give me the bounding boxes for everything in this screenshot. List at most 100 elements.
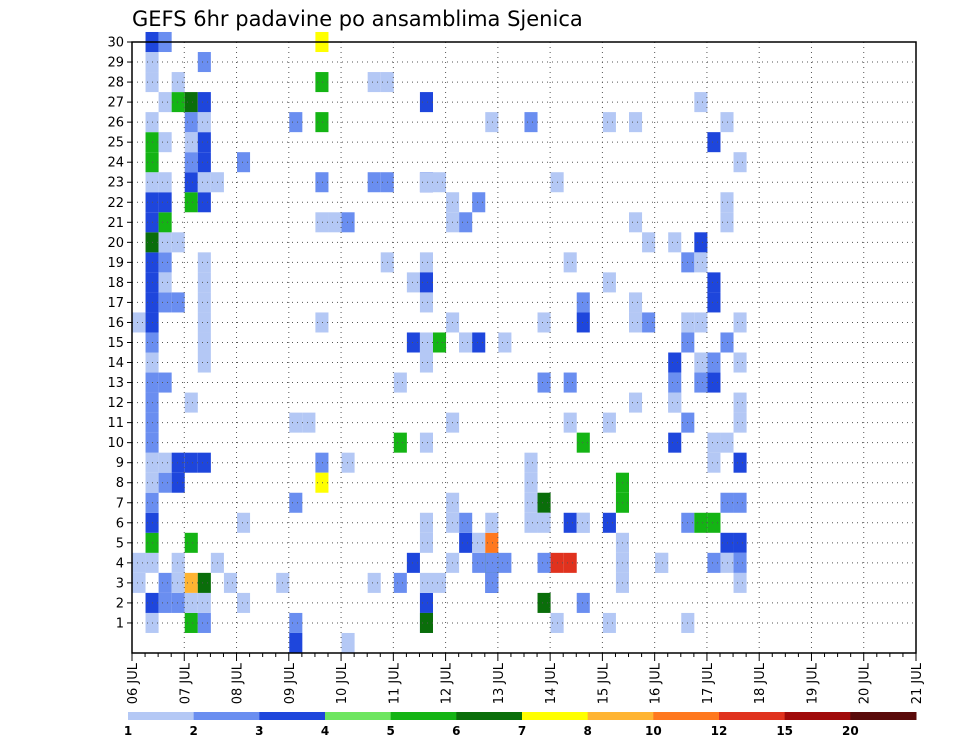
heatmap-cell <box>158 452 172 473</box>
heatmap-cell <box>184 612 198 633</box>
heatmap-cell <box>341 632 355 653</box>
x-tick-label: 12 JUL <box>440 662 455 704</box>
heatmap-cell <box>171 552 185 573</box>
heatmap-cell <box>668 392 682 413</box>
y-tick-label: 5 <box>116 536 124 551</box>
heatmap-cell <box>184 152 198 173</box>
heatmap-cell <box>537 512 551 533</box>
heatmap-cell <box>132 312 146 333</box>
heatmap-cell <box>197 352 211 373</box>
heatmap-cell <box>171 452 185 473</box>
y-tick-label: 6 <box>116 516 124 531</box>
heatmap-cell <box>184 392 198 413</box>
heatmap-cell <box>367 172 381 193</box>
y-tick-label: 16 <box>107 316 124 331</box>
heatmap-cell <box>498 552 512 573</box>
x-tick-label: 18 JUL <box>753 662 768 704</box>
heatmap-cell <box>472 332 486 353</box>
heatmap-cell <box>132 572 146 593</box>
heatmap-cell <box>184 172 198 193</box>
legend-swatch <box>653 712 720 720</box>
heatmap-cell <box>707 272 721 293</box>
heatmap-cell <box>694 232 708 253</box>
heatmap-cell <box>576 592 590 613</box>
heatmap-cell <box>393 572 407 593</box>
chart-title: GEFS 6hr padavine po ansamblima Sjenica <box>132 7 583 31</box>
heatmap-cell <box>694 312 708 333</box>
legend-swatch <box>850 712 917 720</box>
x-tick-label: 06 JUL <box>126 662 141 704</box>
x-tick-label: 15 JUL <box>596 662 611 704</box>
y-tick-label: 11 <box>107 416 124 431</box>
x-tick-label: 07 JUL <box>178 662 193 704</box>
heatmap-cell <box>419 252 433 273</box>
heatmap-cell <box>733 572 747 593</box>
heatmap-cell <box>433 572 447 593</box>
heatmap-cell <box>433 332 447 353</box>
x-tick-label: 17 JUL <box>701 662 716 704</box>
y-tick-label: 8 <box>116 476 124 491</box>
heatmap-cell <box>707 352 721 373</box>
legend-swatch <box>784 712 851 720</box>
legend-label: 12 <box>711 724 728 738</box>
heatmap-cell <box>642 312 656 333</box>
heatmap-cell <box>419 272 433 293</box>
heatmap-cell <box>158 572 172 593</box>
heatmap-cell <box>459 512 473 533</box>
x-tick-label: 16 JUL <box>649 662 664 704</box>
heatmap-cell <box>472 192 486 213</box>
y-axis: 1234567891011121314151617181920212223242… <box>107 36 132 631</box>
heatmap-cell <box>315 472 329 493</box>
y-tick-label: 22 <box>107 196 124 211</box>
legend-swatch <box>193 712 260 720</box>
x-tick-label: 08 JUL <box>231 662 246 704</box>
heatmap-cell <box>197 52 211 73</box>
heatmap-cell <box>419 432 433 453</box>
heatmap-cell <box>419 292 433 313</box>
heatmap-cell <box>171 232 185 253</box>
heatmap-cell <box>419 172 433 193</box>
y-tick-label: 28 <box>107 76 124 91</box>
heatmap-cell <box>289 612 303 633</box>
heatmap-cell <box>733 492 747 513</box>
heatmap-cell <box>629 392 643 413</box>
heatmap-cell <box>563 552 577 573</box>
heatmap-cell <box>184 192 198 213</box>
heatmap-cell <box>237 152 251 173</box>
heatmap-cell <box>315 72 329 93</box>
heatmap-cell <box>341 452 355 473</box>
x-tick-label: 19 JUL <box>805 662 820 704</box>
heatmap-cell <box>694 512 708 533</box>
legend-swatch <box>587 712 654 720</box>
heatmap-cell <box>485 532 499 553</box>
heatmap-cell <box>472 552 486 573</box>
heatmap-cell <box>184 572 198 593</box>
heatmap-cell <box>158 92 172 113</box>
heatmap-cell <box>629 292 643 313</box>
heatmap-cell <box>289 632 303 653</box>
heatmap-cell <box>419 592 433 613</box>
heatmap-cell <box>485 572 499 593</box>
x-tick-label: 10 JUL <box>335 662 350 704</box>
heatmap-cell <box>524 452 538 473</box>
x-axis: 06 JUL 07 JUL 08 JUL 09 JUL 10 JUL 11 JUL 12 J… <box>126 653 925 704</box>
heatmap-cell <box>707 512 721 533</box>
legend-label: 4 <box>321 724 329 738</box>
heatmap-cell <box>197 452 211 473</box>
heatmap-cell <box>406 552 420 573</box>
x-tick-label: 14 JUL <box>544 662 559 704</box>
heatmap-cell <box>419 612 433 633</box>
heatmap-cell <box>733 352 747 373</box>
heatmap-cell <box>237 592 251 613</box>
y-tick-label: 9 <box>116 456 124 471</box>
heatmap-cell <box>733 532 747 553</box>
heatmap-cell <box>733 392 747 413</box>
heatmap-cell <box>406 332 420 353</box>
heatmap-cell <box>315 172 329 193</box>
heatmap-cell <box>158 292 172 313</box>
heatmap-cell <box>171 472 185 493</box>
y-tick-label: 29 <box>107 56 124 71</box>
heatmap-cell <box>184 112 198 133</box>
heatmap-cell <box>433 172 447 193</box>
heatmap-cell <box>498 332 512 353</box>
